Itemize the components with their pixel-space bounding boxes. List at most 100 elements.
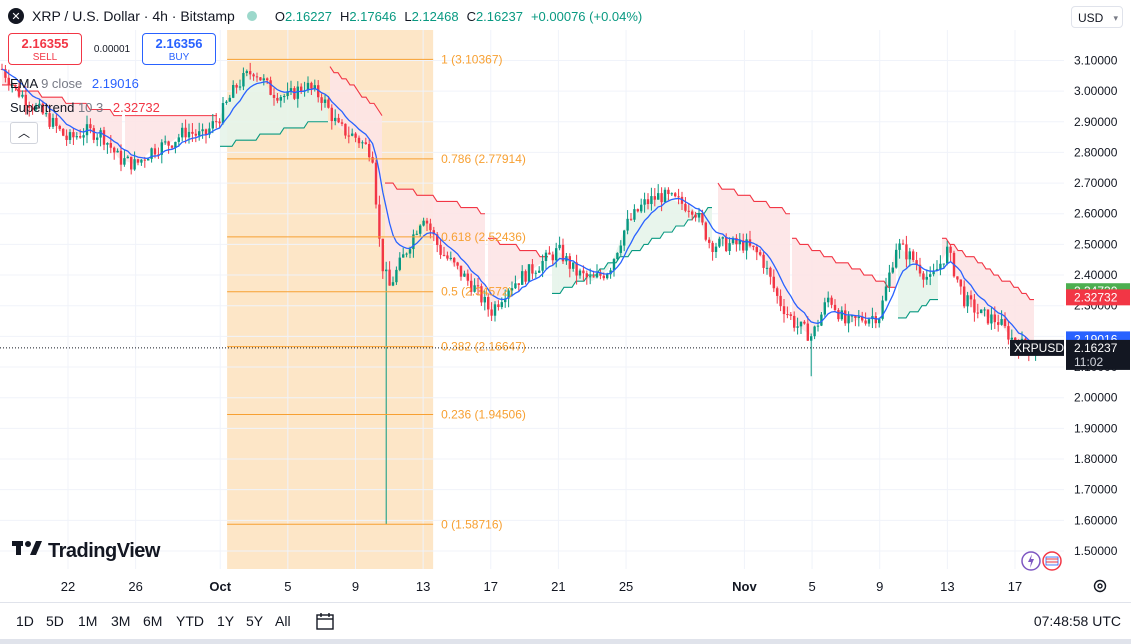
candle-body xyxy=(398,257,401,270)
candle-body xyxy=(436,234,439,245)
candle-body xyxy=(551,254,554,261)
candle-body xyxy=(351,133,354,136)
candle-body xyxy=(289,88,293,92)
candle-body xyxy=(276,97,279,101)
candle-body xyxy=(371,157,374,163)
y-tick-label: 2.40000 xyxy=(1074,268,1118,282)
last-price-tag: 2.16237 xyxy=(1074,341,1118,355)
range-ytd-button[interactable]: YTD xyxy=(176,613,204,629)
ohlc-values: O2.16227 H2.17646 L2.12468 C2.16237 +0.0… xyxy=(274,8,643,24)
candle-body xyxy=(130,156,133,170)
utc-clock[interactable]: 07:48:58 UTC xyxy=(1033,613,1121,629)
candle-body xyxy=(99,130,102,138)
candle-body xyxy=(963,286,966,307)
candle-body xyxy=(619,245,622,253)
candle-body xyxy=(225,101,228,104)
candle-body xyxy=(317,85,320,98)
supertrend-line xyxy=(898,299,938,319)
candle-body xyxy=(912,251,915,261)
supertrend-legend[interactable]: Supertrend 10 3 2.32732 xyxy=(10,100,160,115)
candle-body xyxy=(708,239,711,243)
range-5y-button[interactable]: 5Y xyxy=(246,613,264,629)
x-tick-label: 13 xyxy=(940,579,954,594)
candle-body xyxy=(490,309,493,316)
candle-body xyxy=(544,252,548,262)
candle-body xyxy=(68,132,72,140)
candle-body xyxy=(742,240,745,251)
candle-body xyxy=(102,130,106,145)
sell-button[interactable]: 2.16355 SELL xyxy=(8,33,82,65)
symbol-title[interactable]: XRP / U.S. Dollar · 4h · Bitstamp xyxy=(32,8,235,24)
candle-body xyxy=(796,326,799,328)
candle-body xyxy=(385,269,388,272)
candle-body xyxy=(599,273,602,276)
candle-body xyxy=(337,117,340,123)
candle-body xyxy=(725,237,728,252)
candle-body xyxy=(650,196,653,205)
candle-body xyxy=(517,283,520,285)
candle-body xyxy=(262,78,265,81)
range-3m-button[interactable]: 3M xyxy=(111,613,131,629)
collapse-legend-button[interactable]: ︿ xyxy=(10,122,38,144)
candle-body xyxy=(850,315,854,317)
x-tick-label: 26 xyxy=(128,579,142,594)
candle-body xyxy=(72,132,75,138)
candle-body xyxy=(990,314,993,324)
range-1d-button[interactable]: 1D xyxy=(16,613,34,629)
tradingview-logo[interactable]: TradingView xyxy=(12,539,160,563)
candle-body xyxy=(572,262,575,269)
candle-body xyxy=(65,135,68,140)
supertrend-fill xyxy=(488,238,548,311)
candle-body xyxy=(79,136,82,138)
candle-body xyxy=(235,85,238,88)
candle-body xyxy=(347,135,350,137)
events-icon[interactable] xyxy=(1020,550,1066,572)
supertrend-line xyxy=(717,182,790,215)
candle-body xyxy=(813,326,816,337)
candle-body xyxy=(854,315,857,319)
buy-button[interactable]: 2.16356 BUY xyxy=(142,33,216,65)
candle-body xyxy=(901,243,905,245)
y-tick-label: 2.70000 xyxy=(1074,176,1118,190)
xrp-icon: ✕ xyxy=(8,8,24,24)
range-1m-button[interactable]: 1M xyxy=(78,613,98,629)
currency-select[interactable]: USD ▾ xyxy=(1071,6,1123,28)
ema-legend[interactable]: EMA 9 close 2.19016 xyxy=(10,76,139,91)
candle-body xyxy=(966,295,969,307)
candle-body xyxy=(136,159,140,163)
candle-body xyxy=(58,125,61,129)
candle-body xyxy=(776,288,779,296)
candle-body xyxy=(286,91,289,97)
candle-body xyxy=(548,252,551,255)
candle-body xyxy=(803,321,806,324)
candle-body xyxy=(504,298,507,303)
range-6m-button[interactable]: 6M xyxy=(143,613,163,629)
candle-body xyxy=(126,156,129,159)
fib-level-label: 0.5 (2.34572) xyxy=(441,285,512,299)
range-1y-button[interactable]: 1Y xyxy=(217,613,235,629)
candle-body xyxy=(810,336,813,341)
range-5d-button[interactable]: 5D xyxy=(46,613,64,629)
candle-body xyxy=(116,150,119,153)
candle-body xyxy=(11,85,14,87)
candle-body xyxy=(201,129,204,132)
candle-body xyxy=(745,239,748,251)
candle-body xyxy=(402,254,405,258)
candle-body xyxy=(646,199,650,205)
candle-body xyxy=(4,69,7,78)
range-all-button[interactable]: All xyxy=(275,613,291,629)
candle-body xyxy=(687,210,690,212)
date-range-calendar-icon[interactable] xyxy=(315,611,335,631)
candle-body xyxy=(381,238,384,272)
trade-panel: 2.16355 SELL 0.00001 2.16356 BUY xyxy=(8,33,216,65)
candle-body xyxy=(412,234,415,250)
candle-body xyxy=(31,107,34,110)
candle-body xyxy=(82,135,85,138)
candle-body xyxy=(466,273,469,281)
candle-body xyxy=(521,271,524,285)
candle-body xyxy=(269,80,272,95)
candle-body xyxy=(497,304,500,308)
settings-gear-icon[interactable] xyxy=(1092,578,1108,594)
bar-countdown: 11:02 xyxy=(1074,355,1103,369)
